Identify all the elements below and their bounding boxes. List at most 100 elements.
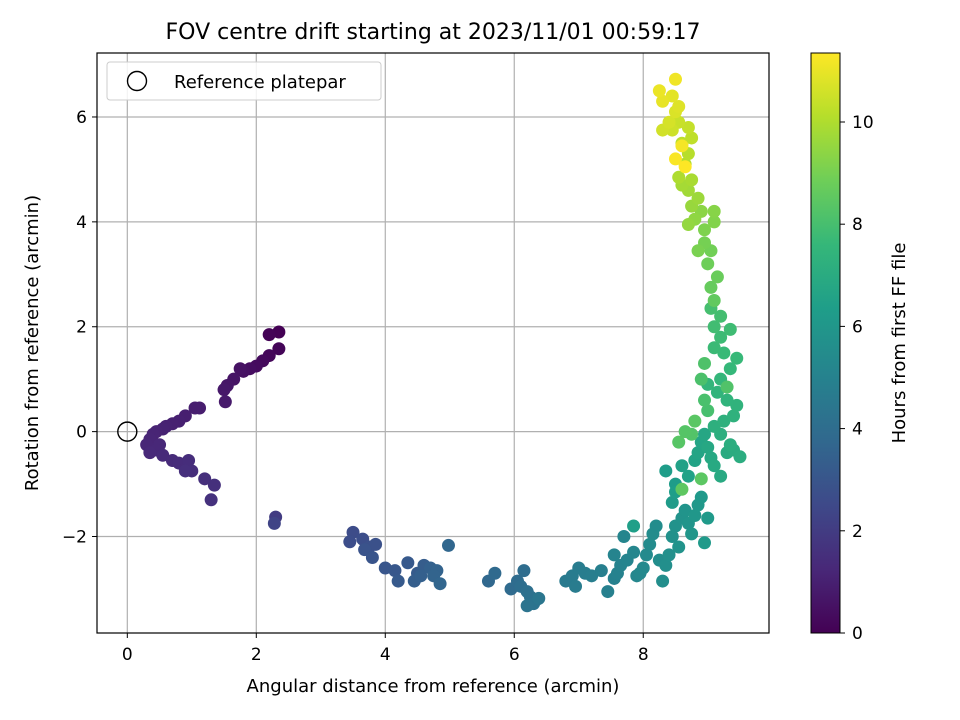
colorbar-tick-label: 4 — [852, 420, 863, 440]
data-point — [701, 511, 715, 525]
data-point — [714, 309, 728, 323]
data-point — [672, 170, 686, 184]
data-point — [668, 152, 682, 166]
data-point — [698, 393, 712, 407]
legend-marker-open-circle — [126, 70, 148, 92]
data-point — [198, 472, 212, 486]
data-point — [617, 530, 631, 544]
chart-title: FOV centre drift starting at 2023/11/01 … — [166, 20, 701, 45]
data-point — [714, 330, 728, 344]
data-point — [675, 139, 689, 153]
data-point — [672, 540, 686, 554]
data-point — [730, 351, 744, 365]
data-point — [698, 356, 712, 370]
colorbar-label: Hours from first FF file — [889, 243, 910, 444]
data-point — [727, 409, 741, 423]
data-point — [698, 223, 712, 237]
data-point — [267, 516, 281, 530]
plot-frame — [96, 52, 770, 634]
data-point — [369, 537, 383, 551]
grid — [97, 53, 769, 633]
data-point — [672, 435, 686, 449]
data-point — [532, 591, 546, 605]
data-point — [701, 257, 715, 271]
data-point — [698, 427, 712, 441]
data-point — [659, 464, 673, 478]
data-point — [659, 558, 673, 572]
data-point — [678, 160, 692, 174]
data-point — [585, 569, 599, 583]
data-point — [517, 564, 531, 578]
data-point — [720, 380, 734, 394]
y-tick-label: −2 — [62, 528, 87, 548]
data-point — [178, 464, 192, 478]
data-point — [665, 89, 679, 103]
data-point — [643, 537, 657, 551]
data-point — [701, 440, 715, 454]
data-points — [140, 72, 747, 613]
data-point — [707, 341, 721, 355]
data-point — [401, 556, 415, 570]
data-point — [707, 294, 721, 308]
data-point — [714, 469, 728, 483]
colorbar-tick-label: 2 — [852, 522, 863, 542]
data-point — [688, 414, 702, 428]
data-point — [520, 599, 534, 613]
data-point — [272, 342, 286, 356]
data-point — [707, 419, 721, 433]
data-point — [636, 561, 650, 575]
data-point — [698, 536, 712, 550]
data-point — [607, 548, 621, 562]
data-point — [652, 84, 666, 98]
data-point — [707, 215, 721, 229]
data-point — [391, 574, 405, 588]
data-point — [656, 94, 670, 108]
data-point — [488, 566, 502, 580]
data-point — [182, 453, 196, 467]
y-tick-label: 4 — [76, 213, 87, 233]
data-point — [649, 519, 663, 533]
data-point — [601, 585, 615, 599]
data-point — [365, 550, 379, 564]
data-point — [694, 472, 708, 486]
data-point — [681, 217, 695, 231]
data-point — [262, 328, 276, 342]
data-point — [717, 346, 731, 360]
data-point — [569, 579, 583, 593]
data-point — [691, 244, 705, 258]
data-point — [388, 564, 402, 578]
data-point — [675, 482, 689, 496]
data-point — [701, 404, 715, 418]
data-point — [723, 438, 737, 452]
data-point — [433, 577, 447, 591]
x-tick-label: 4 — [380, 645, 391, 665]
data-point — [681, 120, 695, 134]
data-point — [694, 372, 708, 386]
data-point — [217, 383, 231, 397]
data-point — [668, 72, 682, 86]
data-point — [207, 478, 221, 492]
data-point — [678, 503, 692, 517]
y-tick-label: 6 — [76, 108, 87, 128]
data-point — [710, 385, 724, 399]
data-point — [627, 545, 641, 559]
data-point — [343, 535, 357, 549]
data-point — [723, 322, 737, 336]
data-point — [414, 569, 428, 583]
reference-circle — [117, 421, 138, 442]
x-axis-label: Angular distance from reference (arcmin) — [247, 676, 620, 697]
data-point — [662, 115, 676, 129]
data-point — [688, 509, 702, 523]
data-point — [685, 527, 699, 541]
data-point — [441, 538, 455, 552]
data-point — [710, 270, 724, 284]
data-point — [681, 469, 695, 483]
data-point — [691, 191, 705, 205]
data-point — [665, 495, 679, 509]
data-point — [707, 204, 721, 218]
data-point — [143, 446, 157, 460]
y-tick-label: 0 — [76, 423, 87, 443]
colorbar-tick-label: 6 — [852, 317, 863, 337]
data-point — [720, 393, 734, 407]
